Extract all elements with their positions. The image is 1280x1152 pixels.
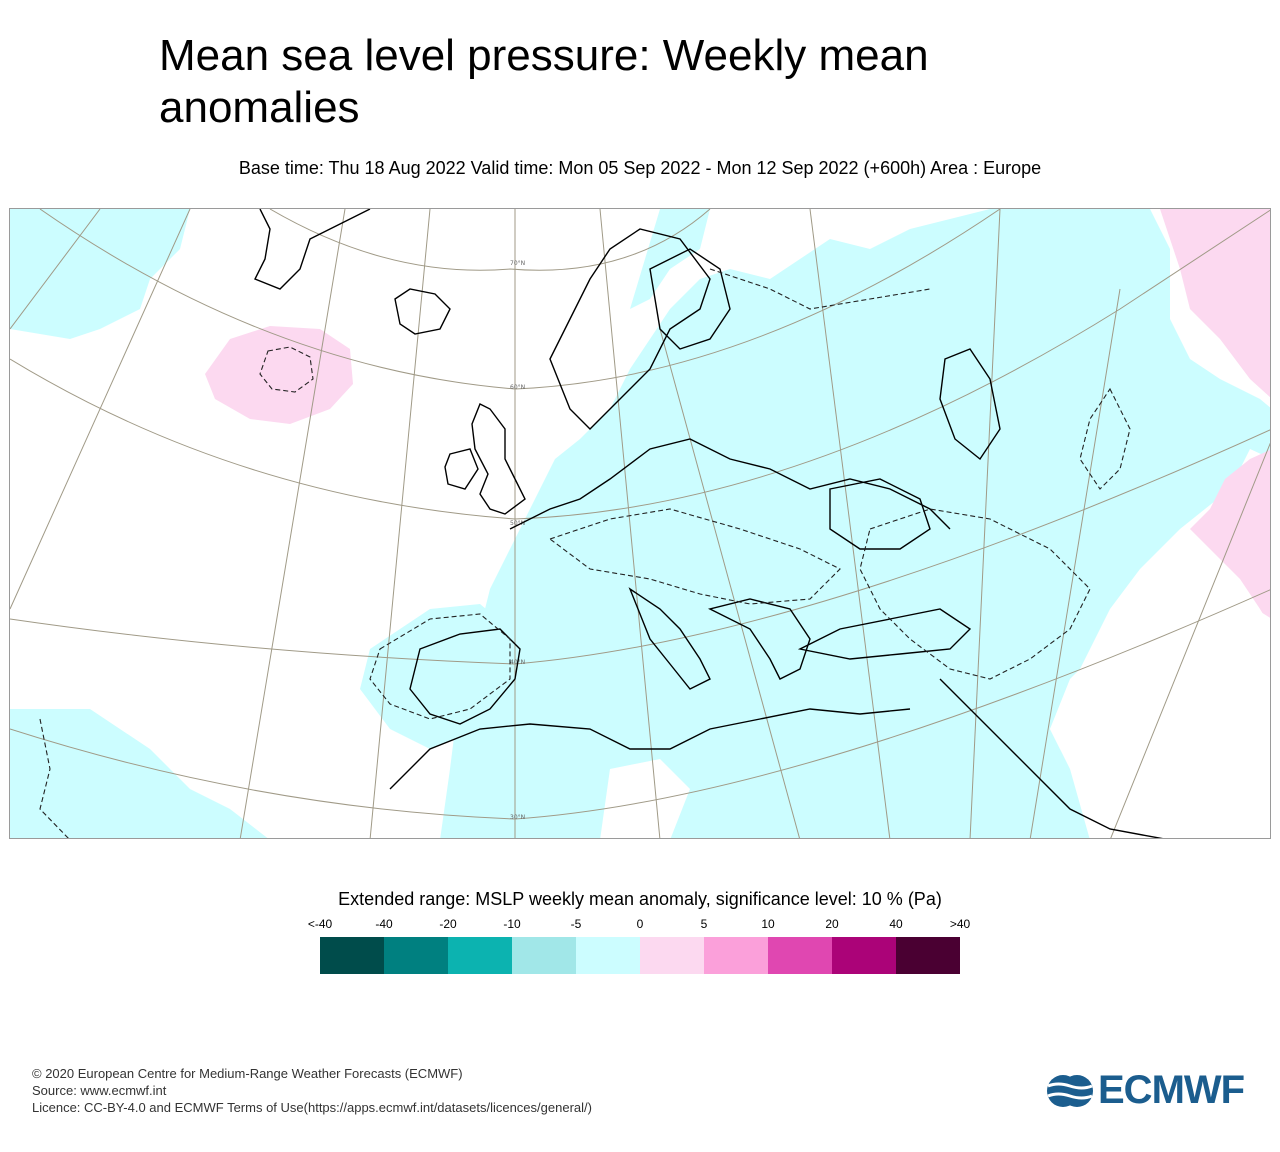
- legend-swatch: [512, 937, 576, 974]
- parallel-70: [269, 209, 711, 271]
- parallel-40: [10, 429, 1270, 665]
- meridian-30e: [809, 209, 891, 838]
- neutral-area-east: [1050, 589, 1270, 838]
- parallel-50: [10, 209, 1270, 520]
- legend-tick-label: 5: [700, 917, 708, 931]
- legend-swatch: [704, 937, 768, 974]
- legend-tick-label: 40: [889, 917, 903, 931]
- meridian-40w: [10, 209, 101, 330]
- balkans-coast: [707, 598, 811, 680]
- legend-swatch: [640, 937, 704, 974]
- contour-east: [859, 508, 1091, 680]
- legend-tick-label: 10: [761, 917, 775, 931]
- iceland-coast: [394, 288, 451, 335]
- chart-title: Mean sea level pressure: Weekly mean ano…: [159, 31, 929, 132]
- legend-swatch: [448, 937, 512, 974]
- black-sea-coast: [829, 478, 931, 550]
- color-scale-bar: [320, 937, 960, 974]
- mainland-europe-coast: [509, 438, 951, 530]
- negative-anomaly-iberia: [360, 604, 520, 749]
- meridian-20e: [659, 328, 800, 838]
- lat-label-30: 30°N: [510, 814, 525, 821]
- legend-swatch: [320, 937, 384, 974]
- meridian-10e: [599, 209, 661, 838]
- lat-label-50: 50°N: [510, 520, 525, 527]
- negative-anomaly-main: [440, 209, 1270, 838]
- negative-anomaly-west-africa: [10, 709, 268, 838]
- positive-anomaly-atlantic: [205, 326, 353, 424]
- legend-tick-label: <-40: [307, 917, 333, 931]
- legend-tick-label: -10: [503, 917, 521, 931]
- ecmwf-logo-text: ECMWF: [1098, 1068, 1245, 1112]
- turkey-coast: [797, 608, 972, 660]
- legend-swatch: [896, 937, 960, 974]
- italy-coast: [628, 587, 711, 690]
- meridian-40e: [969, 209, 1001, 838]
- legend-swatch: [576, 937, 640, 974]
- anomaly-map: 70°N 60°N 50°N 40°N 30°N: [9, 208, 1271, 839]
- iberia-coast: [409, 628, 521, 725]
- meridian-30w: [10, 209, 191, 610]
- legend-tick-label: -40: [375, 917, 393, 931]
- neutral-areas: [600, 589, 1270, 838]
- middle-east-coast: [939, 678, 1163, 838]
- negative-anomaly-areas: [10, 209, 1270, 838]
- meridian-10w: [369, 209, 431, 838]
- caspian-coast: [939, 348, 1001, 461]
- legend-title: Extended range: MSLP weekly mean anomaly…: [338, 889, 942, 909]
- lat-label-60: 60°N: [510, 384, 525, 391]
- legend-swatch: [832, 937, 896, 974]
- britain-coast: [471, 403, 526, 515]
- ecmwf-logo: ECMWF: [1046, 1068, 1245, 1113]
- credits: © 2020 European Centre for Medium-Range …: [32, 1065, 592, 1116]
- greenland-coast: [254, 209, 371, 290]
- lat-label-70: 70°N: [510, 260, 525, 267]
- meridian-20w: [239, 209, 346, 838]
- legend-ticks: <-40 -40 -20 -10 -5 0 5 10 20 40 >40: [0, 917, 1280, 933]
- contour-atlantic-high: [259, 346, 314, 393]
- graticule: [10, 209, 1270, 838]
- positive-anomaly-ne: [1160, 209, 1270, 398]
- parallel-30: [10, 589, 1270, 820]
- contour-iberia: [369, 613, 511, 720]
- meridian-60e: [1110, 442, 1270, 838]
- north-africa-coast: [389, 708, 911, 790]
- contour-central-europe: [548, 508, 841, 605]
- map-canvas: 70°N 60°N 50°N 40°N 30°N: [10, 209, 1270, 838]
- legend-tick-label: -20: [439, 917, 457, 931]
- neutral-area-africa: [600, 759, 690, 838]
- scandinavia-coast: [549, 228, 711, 430]
- licence-text: Licence: CC-BY-4.0 and ECMWF Terms of Us…: [32, 1100, 592, 1115]
- copyright-text: © 2020 European Centre for Medium-Range …: [32, 1066, 463, 1081]
- finland-coast: [649, 248, 731, 350]
- meridian-50e: [1029, 288, 1121, 838]
- legend-swatch: [768, 937, 832, 974]
- contour-africa-west: [39, 718, 69, 838]
- legend-tick-label: 0: [636, 917, 644, 931]
- contour-north-sea: [709, 268, 931, 310]
- coastlines: [254, 209, 1163, 838]
- contour-ural: [1079, 387, 1131, 490]
- legend-tick-label: >40: [949, 917, 971, 931]
- negative-anomaly-nw: [10, 209, 190, 339]
- ecmwf-logo-icon: [1047, 1074, 1093, 1107]
- ireland-coast: [444, 448, 479, 490]
- anomaly-contours: [39, 268, 1131, 838]
- legend-swatch: [384, 937, 448, 974]
- legend-tick-label: 20: [825, 917, 839, 931]
- chart-subtitle: Base time: Thu 18 Aug 2022 Valid time: M…: [238, 158, 1042, 178]
- legend-tick-label: -5: [570, 917, 582, 931]
- source-text: Source: www.ecmwf.int: [32, 1083, 167, 1098]
